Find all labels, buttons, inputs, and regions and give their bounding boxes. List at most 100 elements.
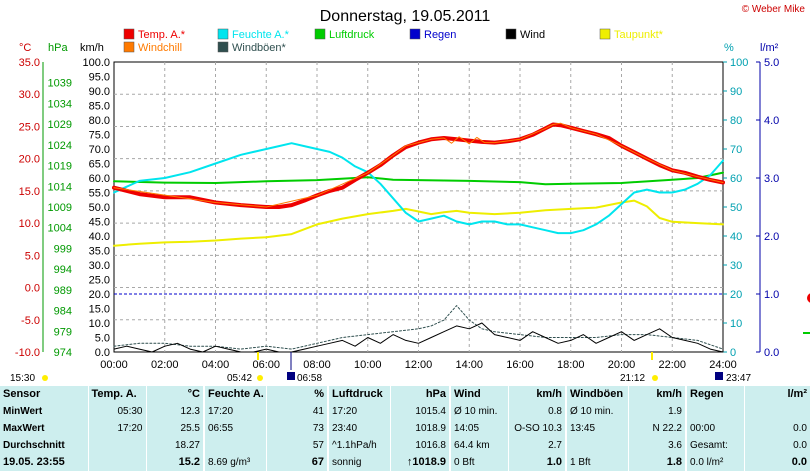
wind-tick-label: 80.0 xyxy=(89,115,110,127)
humidity-tick-label: 10 xyxy=(730,318,742,330)
stats-cell: 13:45 xyxy=(565,420,628,437)
header-wind: Wind xyxy=(449,386,508,403)
chart-grid xyxy=(113,61,724,353)
stats-cell: 17:20 xyxy=(327,403,390,420)
humidity-tick-label: 0 xyxy=(730,347,736,359)
humidity-tick-label: 30 xyxy=(730,260,742,272)
row-label: MaxWert xyxy=(3,423,45,434)
legend-label: Regen xyxy=(424,29,456,41)
x-tick-label: 14:00 xyxy=(455,359,483,371)
header-humidity-unit: % xyxy=(265,386,328,403)
humidity-tick-label: 70 xyxy=(730,144,742,156)
legend-swatch xyxy=(314,28,326,40)
sunrise-icon xyxy=(287,372,295,380)
stats-row-min: MinWert 05:30 12.3 17:20 41 17:20 1015.4… xyxy=(0,403,810,420)
legend-label: Wind xyxy=(520,29,545,41)
rain-tick-label: 2.0 xyxy=(764,231,779,243)
header-gusts: Windböen xyxy=(565,386,628,403)
stats-cell: 0.8 xyxy=(507,403,566,420)
stats-cell: 67 xyxy=(265,454,328,471)
temp-unit-label: °C xyxy=(19,42,31,54)
pressure-tick-label: 1009 xyxy=(48,202,72,214)
row-label: 19.05. 23:55 xyxy=(3,456,65,468)
header-pressure: Luftdruck xyxy=(327,386,390,403)
stats-cell: 1.0 xyxy=(507,454,566,471)
rain-tick-label: 0.0 xyxy=(764,347,779,359)
header-pressure-unit: hPa xyxy=(389,386,450,403)
legend-label: Temp. A.* xyxy=(138,29,186,41)
humidity-tick-label: 80 xyxy=(730,115,742,127)
stats-cell: sonnig xyxy=(327,454,390,471)
pressure-tick-label: 989 xyxy=(54,285,72,297)
rain-unit-label: l/m² xyxy=(760,42,779,54)
stats-cell: Gesamt: xyxy=(685,437,744,454)
sun-early-label: 15:30 xyxy=(10,373,35,383)
temp-tick-label: 30.0 xyxy=(19,89,40,101)
stats-cell: 23:40 xyxy=(327,420,390,437)
header-temp: Temp. A. xyxy=(87,386,146,403)
wind-tick-label: 65.0 xyxy=(89,159,110,171)
legend-swatch xyxy=(123,41,135,53)
wind-tick-label: 50.0 xyxy=(89,202,110,214)
stats-cell xyxy=(203,437,266,454)
x-tick-label: 04:00 xyxy=(202,359,230,371)
temp-tick-label: 35.0 xyxy=(19,57,40,69)
temp-tick-label: 20.0 xyxy=(19,154,40,166)
weather-chart: Donnerstag, 19.05.2011 © Weber Mike °C h… xyxy=(10,4,810,383)
header-gusts-unit: km/h xyxy=(627,386,686,403)
x-tick-label: 22:00 xyxy=(658,359,686,371)
stats-cell: 0.0 xyxy=(743,454,810,471)
stats-cell xyxy=(743,403,810,420)
header-rain-unit: l/m² xyxy=(743,386,810,403)
pressure-tick-label: 1004 xyxy=(48,223,72,235)
series-line-luftdruck xyxy=(113,171,724,186)
pressure-tick-label: 1039 xyxy=(48,78,72,90)
stats-cell: 0.0 xyxy=(743,437,810,454)
series-line-feuchte-a xyxy=(113,142,724,235)
rain-tick-label: 1.0 xyxy=(764,289,779,301)
x-tick-label: 18:00 xyxy=(557,359,585,371)
pressure-tick-label: 994 xyxy=(54,264,72,276)
wind-tick-label: 85.0 xyxy=(89,101,110,113)
stats-cell: 25.5 xyxy=(145,420,204,437)
wind-tick-label: 0.0 xyxy=(95,347,110,359)
series-line-windb-en xyxy=(113,305,724,350)
sun-times: 15:30 05:42 06:58 21:12 23:47 xyxy=(10,293,810,383)
legend-label: Windböen* xyxy=(232,42,287,54)
wind-tick-label: 35.0 xyxy=(89,246,110,258)
sun-sunset-label: 21:12 xyxy=(620,373,645,383)
temp-tick-label: -10.0 xyxy=(15,347,40,359)
header-humidity: Feuchte A. xyxy=(203,386,266,403)
stats-cell: O-SO 10.3 xyxy=(507,420,566,437)
stats-cell: 57 xyxy=(265,437,328,454)
stats-cell: Ø 10 min. xyxy=(565,403,628,420)
stats-cell: 18.27 xyxy=(145,437,204,454)
wind-tick-label: 90.0 xyxy=(89,86,110,98)
wind-tick-label: 95.0 xyxy=(89,72,110,84)
stats-row-current: 19.05. 23:55 15.2 8.69 g/m³ 67 sonnig ↑1… xyxy=(0,454,810,471)
stats-cell: 64.4 km xyxy=(449,437,508,454)
stats-cell: 41 xyxy=(265,403,328,420)
statistics-table: Sensor Temp. A. °C Feuchte A. % Luftdruc… xyxy=(0,386,810,471)
wind-tick-label: 10.0 xyxy=(89,318,110,330)
sun-dot xyxy=(257,375,263,381)
legend-label: Windchill xyxy=(138,42,182,54)
stats-cell xyxy=(87,454,146,471)
stats-cell: 3.6 xyxy=(627,437,686,454)
stats-cell: 73 xyxy=(265,420,328,437)
chart-series xyxy=(112,122,725,353)
sun-dusk-label: 23:47 xyxy=(726,373,751,383)
stats-cell xyxy=(685,403,744,420)
temp-tick-label: -5.0 xyxy=(21,315,40,327)
wind-tick-label: 60.0 xyxy=(89,173,110,185)
x-tick-label: 24:00 xyxy=(709,359,737,371)
legend-swatch xyxy=(217,28,229,40)
stats-cell: 00:00 xyxy=(685,420,744,437)
x-tick-label: 08:00 xyxy=(303,359,331,371)
stats-cell: 1.8 xyxy=(627,454,686,471)
stats-cell: 1.9 xyxy=(627,403,686,420)
copyright: © Weber Mike xyxy=(742,4,806,15)
pressure-tick-label: 974 xyxy=(54,347,72,359)
series-line-windchill xyxy=(113,122,724,208)
humidity-tick-label: 90 xyxy=(730,86,742,98)
